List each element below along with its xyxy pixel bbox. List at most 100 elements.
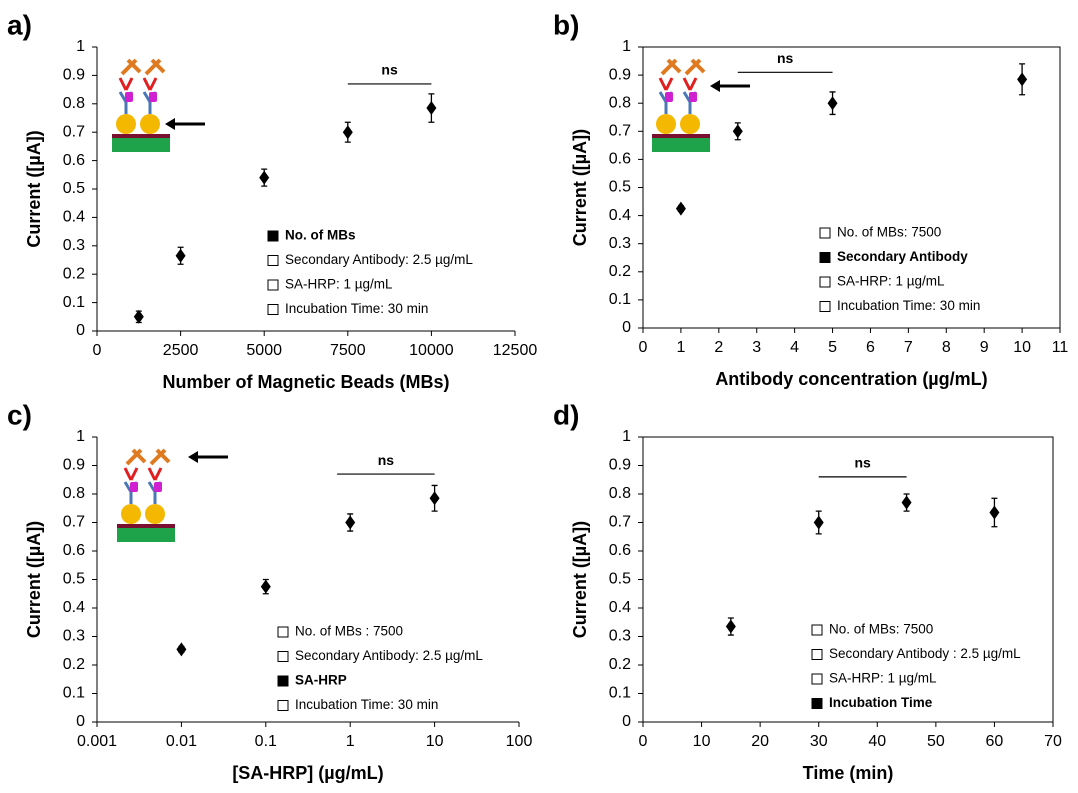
data-point: [725, 619, 736, 634]
x-tick-label: 5000: [246, 342, 282, 359]
panel: c) 0 0.1 0.2 0.3 0.4 0.5 0.6 0.7 0.8 0.9 1 0.001 0.01…: [7, 399, 532, 782]
panel-label: d): [553, 399, 579, 430]
y-tick-label: 0.1: [609, 291, 631, 308]
icon-bead: [145, 504, 165, 524]
y-tick-label: 0.6: [63, 152, 85, 169]
legend-label: Secondary Antibody: 2.5 µg/mL: [285, 252, 473, 267]
y-tick-label: 1: [622, 428, 631, 445]
y-tick-label: 0: [622, 319, 631, 336]
panel: d)00.10.20.30.40.50.60.70.80.910 10 20 30 40…: [553, 399, 1062, 782]
data-point: [429, 491, 440, 506]
significance-label: ns: [381, 62, 398, 78]
x-tick-label: 50: [927, 733, 945, 750]
legend-box: [277, 675, 289, 687]
x-tick-label: 0: [93, 342, 102, 359]
y-tick-label: 0: [76, 713, 85, 730]
icon-antigen: [154, 482, 162, 492]
data-point: [732, 124, 743, 139]
data-point: [342, 125, 353, 140]
legend-box: [819, 301, 831, 312]
y-tick-label: 0.8: [609, 485, 631, 502]
x-tick-label: 0.01: [166, 733, 197, 750]
y-tick-label: 0.3: [63, 237, 85, 254]
icon-substrate: [112, 138, 170, 152]
y-tick-label: 0.9: [63, 67, 85, 84]
icon-bead: [656, 114, 676, 134]
legend-label: SA-HRP: 1 µg/mL: [829, 671, 937, 686]
legend-label: No. of MBs: [285, 228, 356, 243]
x-axis-title: Time (min): [803, 763, 894, 783]
icon-arrowhead: [165, 118, 175, 130]
legend-label: Incubation Time: 30 min: [837, 298, 980, 313]
y-tick-label: 1: [622, 38, 631, 55]
y-tick-label: 0.2: [609, 263, 631, 280]
legend-box: [267, 230, 279, 242]
x-tick-label: 11: [1052, 339, 1069, 356]
data-point: [827, 96, 838, 111]
x-tick-label: 0: [639, 339, 648, 356]
y-tick-label: 0.6: [609, 151, 631, 168]
x-tick-label: 40: [868, 733, 886, 750]
icon-layer: [652, 134, 710, 138]
x-tick-label: 4: [790, 339, 799, 356]
icon-arrowhead: [188, 451, 198, 463]
y-axis-title: Current ([µA]): [24, 130, 44, 247]
x-tick-label: 2500: [163, 342, 199, 359]
y-tick-label: 0.1: [63, 685, 85, 702]
y-tick-label: 0.1: [609, 685, 631, 702]
data-point: [133, 309, 144, 324]
x-tick-label: 10000: [409, 342, 454, 359]
x-tick-label: 10: [1013, 339, 1031, 356]
legend-label: SA-HRP: 1 µg/mL: [285, 277, 393, 292]
y-tick-label: 0.8: [63, 485, 85, 502]
legend-label: Secondary Antibody : 2.5 µg/mL: [829, 646, 1021, 661]
icon-substrate: [652, 138, 710, 152]
significance-label: ns: [854, 455, 871, 471]
data-point: [901, 495, 912, 510]
x-tick-label: 6: [866, 339, 875, 356]
x-tick-label: 0.001: [77, 733, 117, 750]
legend-label: Secondary Antibody: [837, 249, 968, 264]
data-point: [989, 505, 1000, 520]
y-tick-label: 0.4: [609, 599, 631, 616]
y-tick-label: 0.3: [609, 628, 631, 645]
y-axis-title: Current ([µA]): [570, 521, 590, 638]
legend-box: [819, 276, 831, 288]
significance-label: ns: [378, 452, 395, 468]
y-tick-label: 0.7: [63, 123, 85, 140]
panel: a) 0 0.1 0.2 0.3 0.4 0.5 0.6 0.7 0.8 0.9 1 0 2500 5000…: [7, 9, 537, 391]
data-point: [260, 579, 271, 594]
icon-layer: [112, 134, 170, 138]
icon-substrate: [117, 528, 175, 542]
y-tick-label: 0.5: [609, 179, 631, 196]
icon-secondary: [682, 77, 698, 91]
legend-label: Incubation Time: 30 min: [295, 697, 438, 712]
x-tick-label: 12500: [493, 342, 538, 359]
legend-box: [811, 698, 823, 709]
x-tick-label: 70: [1044, 733, 1062, 750]
legend-label: No. of MBs : 7500: [295, 624, 403, 639]
legend-box: [811, 624, 823, 636]
data-point: [345, 515, 356, 530]
y-axis-title: Current ([µA]): [570, 129, 590, 246]
icon-bead: [140, 114, 160, 134]
x-tick-label: 1: [346, 733, 355, 750]
y-tick-label: 0.6: [609, 542, 631, 559]
y-tick-label: 0.6: [63, 542, 85, 559]
x-tick-label: 1: [676, 339, 685, 356]
data-point: [176, 642, 187, 657]
data-point: [426, 101, 437, 116]
icon-secondary: [118, 77, 134, 91]
y-tick-label: 0.2: [63, 265, 85, 282]
x-tick-label: 7: [904, 339, 913, 356]
y-tick-label: 0.8: [63, 95, 85, 112]
data-point: [259, 170, 270, 185]
y-tick-label: 0.3: [609, 235, 631, 252]
icon-hrp: [125, 448, 147, 466]
icon-secondary: [658, 77, 674, 91]
y-tick-label: 0.5: [609, 571, 631, 588]
y-tick-label: 1: [76, 38, 85, 55]
legend-label: SA-HRP: 1 µg/mL: [837, 274, 945, 289]
icon-secondary: [142, 77, 158, 91]
